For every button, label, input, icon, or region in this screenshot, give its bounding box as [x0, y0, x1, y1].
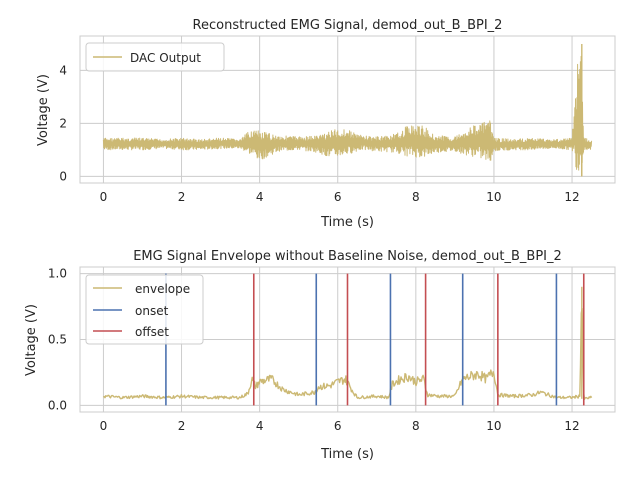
bottom-chart-y-tick-label: 1.0	[48, 267, 67, 281]
top-chart: 0 2 4 6 8 10 12 0 2 4 Reconstructed EMG Signal, …	[36, 18, 616, 230]
top-chart-x-tick-label: 2	[178, 190, 186, 204]
bottom-chart-y-tick-label: 0.5	[48, 333, 67, 347]
top-chart-legend-box	[85, 42, 225, 72]
bottom-chart-title: EMG Signal Envelope without Baseline Noi…	[133, 249, 562, 264]
bottom-chart-y-tick-label: 0.0	[48, 398, 67, 412]
bottom-chart-legend-label-offset: offset	[135, 325, 169, 339]
bottom-chart-x-tick-label: 6	[334, 419, 342, 433]
top-chart-x-tick-label: 6	[334, 190, 342, 204]
top-chart-y-tick-label: 4	[59, 63, 67, 77]
top-chart-legend-label-dac-output: DAC Output	[130, 51, 201, 65]
top-chart-x-axis-label: Time (s)	[320, 215, 374, 230]
bottom-chart-x-tick-label: 2	[178, 419, 186, 433]
bottom-chart-legend-label-envelope: envelope	[135, 282, 190, 296]
top-chart-title: Reconstructed EMG Signal, demod_out_B_BP…	[193, 18, 503, 33]
top-chart-y-tick-label: 0	[59, 169, 67, 183]
bottom-chart-x-tick-label: 10	[486, 419, 501, 433]
top-chart-x-tick-label: 0	[100, 190, 108, 204]
bottom-chart-y-ticks: 0.0 0.5 1.0	[48, 267, 67, 413]
top-chart-x-tick-label: 10	[486, 190, 501, 204]
bottom-chart: 0 2 4 6 8 10 12 0.0 0.5 1.0 EMG Signal Envelope …	[24, 249, 616, 462]
bottom-chart-x-tick-label: 12	[564, 419, 579, 433]
bottom-chart-y-axis-label: Voltage (V)	[24, 304, 39, 376]
top-chart-y-ticks: 0 2 4	[59, 63, 67, 183]
top-chart-x-tick-label: 4	[256, 190, 264, 204]
bottom-chart-series	[102, 273, 593, 406]
bottom-chart-legend-label-onset: onset	[135, 304, 169, 318]
top-chart-x-tick-label: 12	[564, 190, 579, 204]
bottom-chart-x-axis-label: Time (s)	[320, 447, 374, 462]
bottom-chart-x-tick-label: 0	[100, 419, 108, 433]
bottom-chart-x-ticks: 0 2 4 6 8 10 12	[100, 419, 580, 433]
top-chart-y-axis-label: Voltage (V)	[36, 74, 51, 146]
top-chart-legend: DAC Output	[85, 42, 225, 72]
top-chart-series	[102, 43, 593, 177]
bottom-chart-legend-box	[85, 274, 204, 345]
bottom-chart-x-tick-label: 8	[412, 419, 420, 433]
top-chart-x-ticks: 0 2 4 6 8 10 12	[100, 190, 580, 204]
top-chart-x-tick-label: 8	[412, 190, 420, 204]
bottom-chart-legend: envelope onset offset	[85, 274, 204, 345]
top-chart-line-dac-output	[102, 55, 593, 177]
bottom-chart-x-tick-label: 4	[256, 419, 264, 433]
top-chart-y-tick-label: 2	[59, 116, 67, 130]
